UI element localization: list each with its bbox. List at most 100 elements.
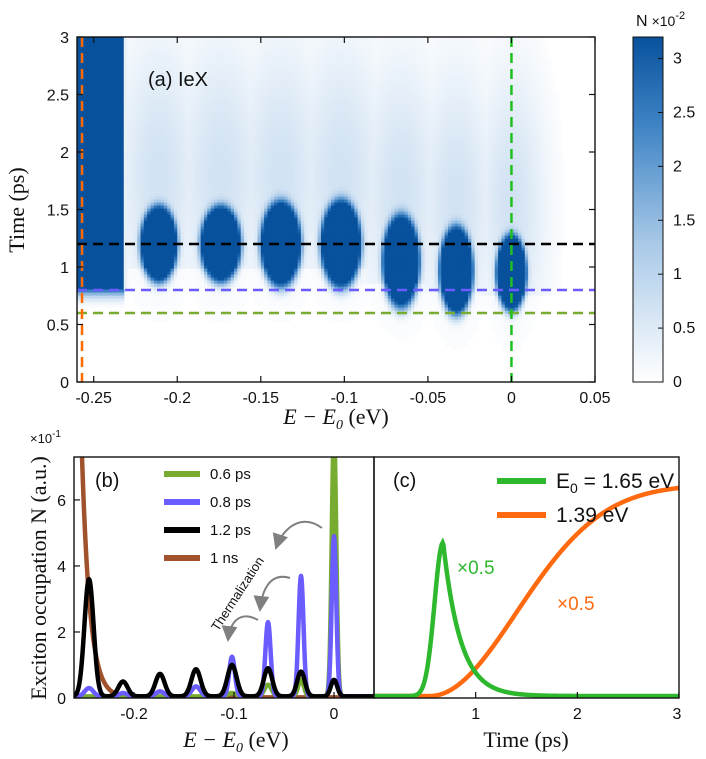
heatmap-cell [120, 58, 125, 62]
heatmap-cell [173, 238, 178, 242]
heatmap-cell [173, 124, 178, 128]
heatmap-cell [190, 67, 195, 71]
heatmap-cell [163, 178, 168, 182]
heatmap-cell [183, 100, 188, 104]
heatmap-cell [123, 199, 128, 203]
heatmap-cell [193, 121, 198, 125]
heatmap-cell [143, 250, 148, 254]
heatmap-cell [177, 271, 182, 275]
heatmap-cell [170, 274, 175, 278]
heatmap-cell [83, 184, 88, 188]
heatmap-cell [167, 127, 172, 131]
heatmap-cell [150, 172, 155, 176]
heatmap-cell [214, 283, 218, 287]
heatmap-cell [140, 160, 145, 164]
heatmap-cell [77, 46, 81, 50]
heatmap-cell [177, 85, 182, 89]
heatmap-cell [113, 52, 118, 56]
heatmap-cell [97, 271, 101, 275]
heatmap-cell [180, 82, 185, 86]
heatmap-cell [150, 220, 155, 224]
heatmap-cell [157, 124, 162, 128]
heatmap-cell [107, 58, 112, 62]
heatmap-cell [133, 205, 138, 209]
heatmap-cell [123, 247, 128, 251]
heatmap-cell [207, 295, 212, 299]
heatmap-cell [163, 283, 168, 287]
heatmap-cell [187, 139, 192, 143]
heatmap-cell [100, 196, 105, 200]
heatmap-cell [77, 73, 81, 77]
heatmap-cell [130, 136, 135, 140]
heatmap-cell [193, 160, 198, 164]
heatmap-cell [83, 169, 88, 173]
heatmap-cell [133, 121, 138, 125]
heatmap-cell [187, 178, 192, 182]
heatmap-cell [87, 265, 91, 269]
heatmap-cell [130, 112, 135, 116]
heatmap-cell [90, 268, 95, 272]
heatmap-cell [160, 277, 165, 281]
heatmap-cell [200, 190, 205, 194]
heatmap-cell [97, 67, 101, 71]
heatmap-cell [90, 247, 95, 251]
heatmap-cell [97, 232, 101, 236]
heatmap-cell [137, 223, 142, 227]
heatmap-cell [110, 295, 115, 299]
heatmap-cell [103, 208, 108, 212]
heatmap-cell [130, 256, 135, 260]
heatmap-cell [103, 235, 108, 239]
heatmap-cell [137, 169, 142, 173]
heatmap-cell [214, 163, 218, 167]
heatmap-cell [80, 193, 85, 197]
heatmap-cell [137, 100, 142, 104]
heatmap-cell [217, 70, 222, 74]
heatmap-cell [143, 283, 148, 287]
heatmap-cell [207, 211, 212, 215]
heatmap-cell [77, 184, 81, 188]
heatmap-cell [127, 112, 132, 116]
heatmap-cell [87, 232, 91, 236]
heatmap-cell [170, 292, 175, 296]
heatmap-cell [163, 97, 168, 101]
heatmap-cell [143, 127, 148, 131]
heatmap-cell [127, 268, 132, 272]
heatmap-cell [203, 100, 208, 104]
heatmap-cell [107, 190, 112, 194]
heatmap-cell [163, 67, 168, 71]
heatmap-cell [197, 76, 202, 80]
heatmap-cell [150, 229, 155, 233]
heatmap-cell [127, 244, 132, 248]
heatmap-cell [107, 43, 112, 47]
heatmap-cell [203, 298, 208, 302]
heatmap-cell [207, 259, 212, 263]
heatmap-cell [120, 127, 125, 131]
heatmap-cell [103, 274, 108, 278]
heatmap-cell [190, 115, 195, 119]
heatmap-cell [217, 199, 222, 203]
heatmap-cell [190, 64, 195, 68]
heatmap-cell [203, 313, 208, 317]
heatmap-cell [120, 184, 125, 188]
heatmap-cell [170, 211, 175, 215]
heatmap-cell [133, 292, 138, 296]
heatmap-cell [93, 61, 98, 65]
heatmap-cell [143, 295, 148, 299]
heatmap-cell [173, 145, 178, 149]
heatmap-cell [157, 112, 162, 116]
heatmap-cell [217, 268, 222, 272]
heatmap-cell [200, 79, 205, 83]
heatmap-cell [207, 298, 212, 302]
heatmap-cell [190, 196, 195, 200]
heatmap-cell [173, 76, 178, 80]
heatmap-cell [197, 64, 202, 68]
heatmap-cell [210, 193, 215, 197]
heatmap-cell [160, 205, 165, 209]
heatmap-cell [214, 274, 218, 278]
heatmap-cell [110, 103, 115, 107]
heatmap-cell [150, 196, 155, 200]
heatmap-cell [167, 277, 172, 281]
heatmap-cell [203, 94, 208, 98]
heatmap-cell [140, 100, 145, 104]
heatmap-cell [214, 187, 218, 191]
